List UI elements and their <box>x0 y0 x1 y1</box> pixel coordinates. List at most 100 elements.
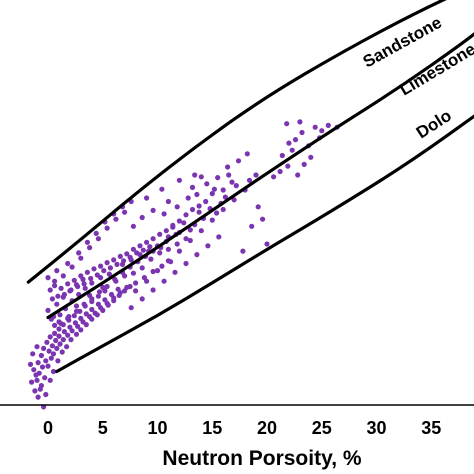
scatter-point <box>225 164 231 170</box>
scatter-point <box>209 217 215 223</box>
scatter-point <box>66 314 72 320</box>
scatter-point <box>139 296 145 302</box>
scatter-point <box>58 321 64 327</box>
scatter-point <box>71 277 77 283</box>
scatter-point <box>150 207 156 213</box>
scatter-point <box>52 283 58 289</box>
scatter-point <box>165 198 171 205</box>
scatter-point <box>117 253 123 259</box>
scatter-point <box>42 375 48 381</box>
scatter-point <box>130 223 136 229</box>
scatter-point <box>78 255 84 261</box>
scatter-point <box>107 265 113 271</box>
scatter-point <box>68 287 74 293</box>
scatter-point <box>277 168 283 175</box>
x-tick-label-25: 25 <box>312 418 332 438</box>
scatter-point <box>157 231 163 237</box>
scatter-point <box>196 203 202 209</box>
scatter-point <box>187 237 193 244</box>
scatter-point <box>29 379 35 385</box>
scatter-point <box>102 297 108 303</box>
scatter-point <box>60 337 66 343</box>
scatter-point <box>284 121 290 127</box>
scatter-point <box>124 251 130 257</box>
scatter-point <box>57 312 63 318</box>
scatter-point <box>55 293 61 299</box>
scatter-point <box>54 345 60 351</box>
scatter-point <box>83 322 89 328</box>
scatter-point <box>312 124 318 130</box>
dolomite-label: Dolo <box>413 106 455 143</box>
dolomite-curve <box>55 114 474 374</box>
scatter-point <box>172 269 178 275</box>
scatter-point <box>249 223 255 229</box>
scatter-point <box>176 218 182 224</box>
scatter-point <box>105 302 111 308</box>
scatter-point <box>198 228 204 234</box>
scatter-point <box>271 174 277 180</box>
scatter-point <box>89 280 95 286</box>
scatter-point <box>233 183 239 189</box>
scatter-point <box>226 172 232 178</box>
scatter-point <box>147 244 153 250</box>
scatter-point <box>106 271 112 277</box>
scatter-point <box>44 339 50 345</box>
scatter-point <box>94 272 100 278</box>
scatter-point <box>133 280 139 286</box>
x-tick-label-35: 35 <box>421 418 441 438</box>
scatter-point <box>216 234 222 240</box>
scatter-point <box>81 281 87 287</box>
scatter-point <box>56 326 62 332</box>
scatter-point <box>91 266 97 272</box>
scatter-point <box>279 152 285 159</box>
scatter-point <box>54 301 60 307</box>
scatter-point <box>308 154 314 160</box>
scatter-point <box>65 332 71 338</box>
scatter-point <box>130 270 136 276</box>
scatter-point <box>73 331 80 337</box>
scatter-point <box>297 119 303 125</box>
scatter-point <box>52 322 58 328</box>
scatter-point <box>325 122 331 128</box>
scatter-point <box>189 184 196 190</box>
scatter-point <box>209 191 215 197</box>
scatter-point <box>53 337 59 344</box>
scatter-point <box>198 174 204 180</box>
scatter-point <box>89 306 95 313</box>
scatter-point <box>159 263 165 269</box>
scatter-point <box>176 248 182 254</box>
x-axis-title: Neutron Porsoity, % <box>162 447 361 470</box>
x-tick-label-20: 20 <box>257 418 277 438</box>
scatter-point <box>47 287 53 293</box>
scatter-point <box>64 344 70 350</box>
scatter-point <box>127 283 133 290</box>
scatter-point <box>68 337 74 343</box>
scatter-point <box>161 211 167 217</box>
scatter-point <box>214 210 220 216</box>
scatter-point <box>49 296 56 302</box>
scatter-point <box>229 179 235 185</box>
scatter-point <box>75 283 81 290</box>
scatter-point <box>60 273 66 279</box>
scatter-point <box>78 273 84 279</box>
scatter-point <box>159 186 165 192</box>
scatter-point <box>181 220 187 226</box>
scatter-point <box>128 305 134 311</box>
scatter-point <box>93 230 99 236</box>
limestone-curve <box>46 32 474 320</box>
scatter-point <box>157 250 163 256</box>
scatter-point <box>73 303 80 309</box>
scatter-point <box>35 394 41 400</box>
scatter-point <box>161 278 167 284</box>
scatter-point <box>165 258 171 264</box>
scatter-point <box>59 349 65 355</box>
x-tick-labels: 0 5 10 15 20 25 30 35 <box>43 418 441 438</box>
scatter-point <box>295 172 301 178</box>
scatter-points <box>27 119 340 410</box>
scatter-point <box>174 241 180 247</box>
x-tick-label-10: 10 <box>147 418 167 438</box>
scatter-point <box>95 236 101 242</box>
scatter-point <box>170 222 176 228</box>
scatter-point <box>94 312 100 318</box>
scatter-point <box>194 252 200 258</box>
